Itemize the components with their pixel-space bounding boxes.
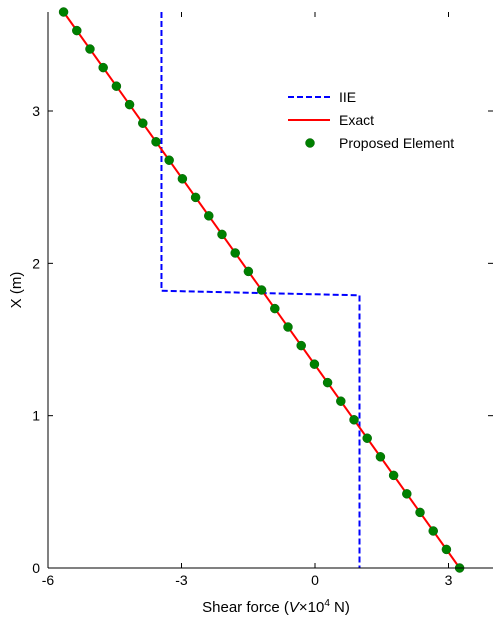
y-tick-label: 3: [32, 103, 40, 119]
proposed-element-point: [256, 285, 267, 295]
y-tick-label: 0: [32, 560, 40, 576]
proposed-element-point: [283, 322, 293, 332]
proposed-element-point: [98, 62, 108, 73]
plot-area: [48, 12, 493, 568]
proposed-element-point: [190, 192, 201, 203]
proposed-element-point: [441, 544, 452, 555]
proposed-element-point: [124, 99, 135, 110]
x-axis-label-suffix: N): [330, 599, 350, 616]
plot-background: [48, 12, 493, 568]
proposed-element-point: [375, 452, 386, 462]
proposed-element-point: [58, 7, 69, 17]
proposed-element-point: [138, 118, 148, 128]
proposed-element-point: [336, 396, 346, 406]
proposed-element-point: [204, 211, 214, 221]
proposed-element-point: [111, 81, 122, 91]
proposed-element-point: [428, 526, 438, 536]
proposed-element-point: [164, 155, 174, 165]
x-axis-label-variable: V: [289, 599, 301, 616]
proposed-element-point: [296, 340, 306, 351]
x-tick-label: -3: [175, 572, 188, 588]
proposed-element-point: [270, 303, 280, 314]
y-tick-label: 2: [32, 255, 40, 271]
x-axis-label-prefix: Shear force (: [202, 599, 289, 616]
x-axis-label: Shear force (V×104 N): [202, 598, 350, 616]
x-tick-label: -6: [42, 572, 55, 588]
legend: IIE Exact Proposed Element: [288, 89, 454, 151]
series-layer: [58, 7, 465, 573]
proposed-element-point: [217, 229, 227, 240]
proposed-element-point: [230, 248, 240, 258]
axes-layer: [47, 12, 493, 569]
legend-proposed-label: Proposed Element: [339, 135, 454, 151]
legend-iie-label: IIE: [339, 89, 356, 105]
proposed-element-point: [322, 377, 333, 388]
proposed-element-point: [85, 44, 95, 54]
legend-proposed-marker: [305, 138, 315, 148]
y-tick-label: 1: [32, 408, 40, 424]
proposed-element-point: [349, 415, 359, 425]
proposed-element-point: [309, 359, 320, 369]
y-axis-label: X (m): [8, 272, 25, 309]
proposed-element-point: [388, 470, 399, 481]
tick-layer: -6 -3 0 3 0 1 2 3: [32, 12, 493, 588]
proposed-element-point: [402, 489, 412, 499]
x-axis-label-multiplier: ×10: [299, 599, 324, 616]
proposed-element-point: [151, 137, 161, 147]
proposed-element-point: [243, 266, 254, 277]
proposed-element-point: [72, 25, 82, 36]
legend-exact-label: Exact: [339, 112, 374, 128]
proposed-element-point: [177, 174, 188, 184]
proposed-element-point: [415, 507, 425, 518]
x-tick-label: 3: [445, 572, 453, 588]
x-axis-label-exponent: 4: [324, 598, 330, 609]
x-tick-label: 0: [311, 572, 319, 588]
proposed-element-point: [362, 433, 372, 443]
series-iie-line: [160, 12, 361, 568]
